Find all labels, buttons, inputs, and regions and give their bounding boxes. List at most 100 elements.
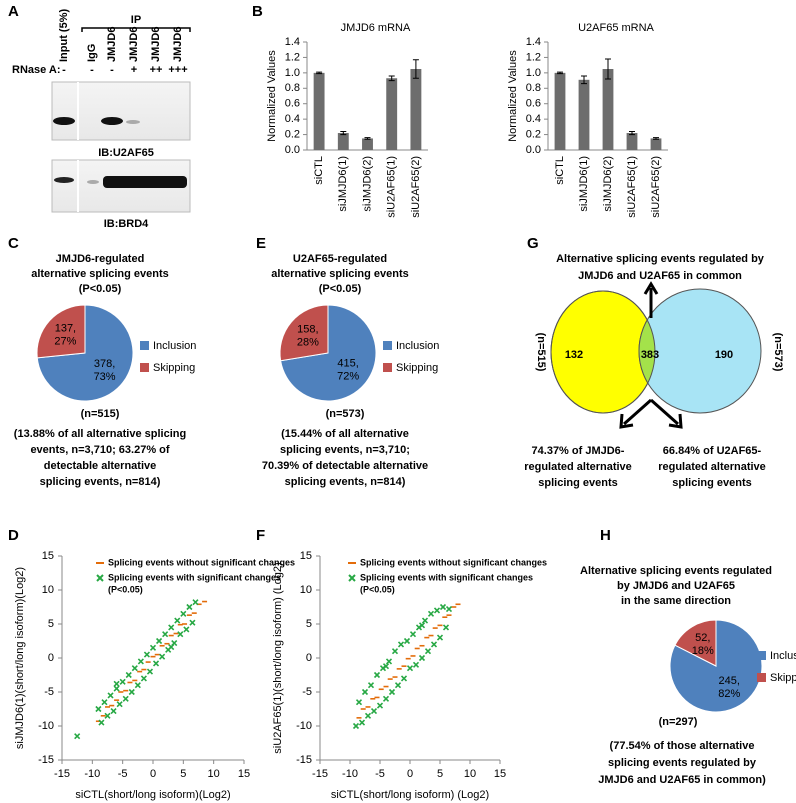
venn-overlap: [638, 291, 655, 413]
point: [152, 660, 160, 667]
panel-label: E: [256, 235, 266, 252]
point: [367, 682, 375, 689]
data-label: 82%: [718, 688, 740, 700]
point: [98, 719, 105, 726]
point: [192, 599, 199, 606]
legend-marker: [96, 574, 104, 582]
point: [146, 668, 154, 675]
bar: [337, 133, 349, 150]
x-tick-label: 15: [494, 768, 506, 780]
panel-label: D: [8, 527, 19, 544]
panel-label: F: [256, 527, 265, 544]
point: [382, 663, 390, 670]
point: [162, 631, 169, 638]
point: [352, 722, 360, 730]
bar: [386, 78, 398, 150]
venn-caption: regulated alternative: [524, 461, 632, 473]
y-tick-label: 0.2: [526, 128, 541, 140]
x-tick-label: siU2AF65(2): [410, 156, 422, 218]
y-tick-label: 10: [300, 584, 312, 596]
legend-label: Inclusion: [770, 650, 796, 662]
error-bar: [581, 75, 587, 85]
point: [137, 658, 144, 665]
data-label: 73%: [94, 371, 116, 383]
legend-marker: [348, 574, 356, 582]
point: [358, 719, 366, 726]
point: [113, 685, 120, 692]
y-tick-label: 1.2: [526, 51, 541, 63]
rnase-level: -: [62, 64, 66, 76]
legend-swatch: [757, 651, 766, 660]
point: [119, 678, 126, 685]
point: [382, 695, 390, 702]
blot-label: IB:BRD4: [104, 218, 149, 230]
y-tick-label: 5: [48, 618, 54, 630]
caption: 70.39% of detectable alternative: [262, 460, 428, 472]
error-bar: [557, 71, 563, 75]
caption: splicing events, n=3,710;: [280, 444, 410, 456]
point: [180, 610, 187, 617]
panel-label: A: [8, 3, 19, 20]
y-axis-label: siJMJD6(1)(short/long isoform)(Log2): [14, 567, 26, 749]
point: [436, 634, 444, 641]
panel-label: B: [252, 3, 263, 20]
pie-slice: [674, 619, 717, 667]
legend-label: Inclusion: [396, 340, 439, 352]
point: [125, 671, 132, 679]
x-tick-label: 10: [208, 768, 220, 780]
venn-title: Alternative splicing events regulated by: [556, 253, 765, 265]
point: [149, 644, 157, 651]
y-tick-label: -5: [302, 686, 312, 698]
point: [110, 707, 117, 715]
point: [361, 688, 369, 696]
rnase-level: ++: [150, 64, 163, 76]
arrow: [619, 398, 683, 429]
point: [104, 712, 111, 719]
western-blot: IP Input (5%) IgG JMJD6 JMJD6 JMJD6 JMJD…: [12, 9, 191, 230]
point: [189, 619, 196, 626]
legend-swatch: [140, 363, 149, 372]
point: [134, 682, 141, 689]
y-tick-label: 0: [48, 652, 54, 664]
point: [373, 671, 381, 679]
venn-count: 132: [565, 349, 583, 361]
y-tick-label: -5: [44, 686, 54, 698]
y-tick-label: 0.0: [285, 144, 300, 156]
x-tick-label: 15: [238, 768, 250, 780]
data-label: 245,: [719, 675, 740, 687]
ip-label: IP: [131, 14, 141, 26]
venn-caption: regulated alternative: [658, 461, 766, 473]
x-tick-label: -15: [312, 768, 328, 780]
panel-label: C: [8, 235, 19, 252]
legend-label: Inclusion: [153, 340, 196, 352]
point: [186, 603, 193, 611]
bar: [313, 72, 325, 150]
data-label: 27%: [54, 336, 76, 348]
legend-label: Splicing events with significant changes: [108, 572, 281, 582]
x-tick-label: siU2AF65(1): [626, 156, 638, 218]
point: [174, 617, 181, 624]
venn-title: JMJD6 and U2AF65 in common: [578, 270, 742, 282]
error-bar: [364, 137, 371, 140]
chart-title: Alternative splicing events regulated: [580, 565, 772, 577]
chart-title: U2AF65 mRNA: [578, 22, 654, 34]
venn-caption: splicing events: [538, 477, 617, 489]
point: [101, 699, 108, 706]
chart-title: by JMJD6 and U2AF65: [617, 580, 735, 592]
legend-label: Splicing events without significant chan…: [108, 557, 295, 567]
band: [54, 177, 74, 183]
bar: [602, 69, 614, 150]
y-tick-label: 1.0: [285, 67, 300, 79]
x-tick-label: 0: [150, 768, 156, 780]
y-tick-label: 0.2: [285, 128, 300, 140]
data-label: 18%: [692, 645, 714, 657]
error-bar: [653, 137, 659, 140]
data-label: 415,: [337, 358, 358, 370]
chart-title: JMJD6 mRNA: [341, 22, 411, 34]
y-tick-label: 0.4: [285, 113, 300, 125]
x-tick-label: 5: [180, 768, 186, 780]
point: [183, 626, 190, 633]
point: [394, 682, 402, 689]
rnase-label: RNase A:: [12, 64, 61, 76]
caption: splicing events regulated by: [608, 757, 757, 769]
